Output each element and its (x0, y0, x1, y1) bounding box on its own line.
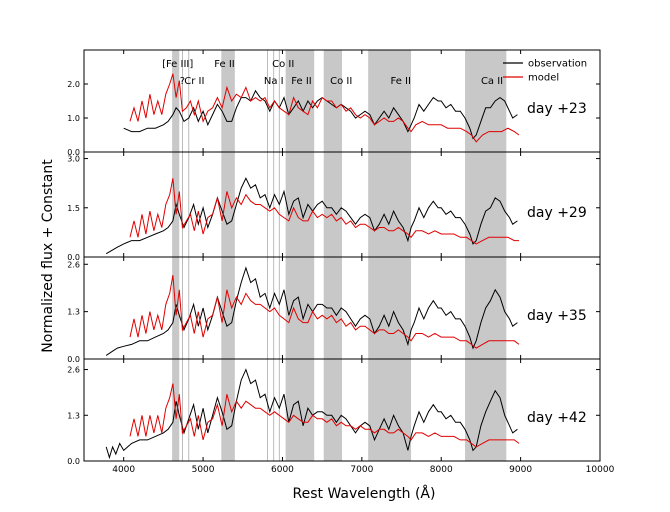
shaded-region-3-4 (368, 359, 412, 461)
xtick-label-4: 8000 (430, 465, 453, 475)
ytick-label-3-1: 1.3 (67, 411, 80, 420)
shaded-region-1-1 (221, 152, 235, 257)
series-model-0 (129, 73, 520, 143)
y-axis-title: Normalized flux + Constant (40, 159, 56, 353)
shaded-region-0-2 (285, 50, 315, 152)
ytick-label-3-2: 2.6 (67, 366, 80, 375)
xtick-label-1: 5000 (192, 465, 215, 475)
ytick-label-0-2: 2.0 (67, 80, 80, 89)
shaded-region-0-5 (465, 50, 507, 152)
ion-label-4: Co II (272, 59, 294, 70)
shaded-region-1-5 (465, 152, 507, 257)
ytick-label-2-2: 2.6 (67, 260, 80, 269)
xtick-label-5: 9000 (509, 465, 532, 475)
ytick-label-0-0: 0.0 (67, 148, 80, 157)
ytick-label-2-0: 0.0 (67, 355, 80, 364)
panel-day-label-0: day +23 (527, 101, 587, 117)
ytick-label-3-0: 0.0 (67, 457, 80, 466)
shaded-region-2-2 (285, 257, 315, 359)
ion-label-2: Cr II (184, 76, 204, 87)
ion-label-3: Fe II (214, 59, 234, 70)
series-model-3 (129, 383, 520, 448)
legend-label-1: model (528, 73, 559, 84)
xtick-label-2: 6000 (271, 465, 294, 475)
shaded-region-2-3 (323, 257, 342, 359)
shaded-region-2-4 (368, 257, 412, 359)
panel-day-label-3: day +42 (527, 410, 587, 426)
ytick-label-0-1: 1.0 (67, 114, 80, 123)
shaded-region-0-1 (221, 50, 235, 152)
legend-label-0: observation (528, 59, 587, 70)
series-model-2 (129, 275, 520, 349)
shaded-region-3-1 (221, 359, 235, 461)
shaded-region-1-4 (368, 152, 412, 257)
ytick-label-1-0: 0.0 (67, 253, 80, 262)
panel-day-label-1: day +29 (527, 205, 587, 221)
xtick-label-0: 4000 (112, 465, 135, 475)
shaded-region-0-3 (323, 50, 342, 152)
shaded-region-2-1 (221, 257, 235, 359)
panel-frame-3 (83, 358, 601, 462)
ytick-label-1-1: 1.5 (67, 204, 80, 213)
xtick-label-6: 10000 (586, 465, 615, 475)
panel-day-label-2: day +35 (527, 308, 587, 324)
ytick-label-2-1: 1.3 (67, 308, 80, 317)
shaded-region-0-0 (172, 50, 180, 152)
shaded-region-1-3 (323, 152, 342, 257)
series-model-1 (129, 178, 519, 245)
ion-label-1: ? (180, 76, 185, 87)
x-axis-title: Rest Wavelength (Å) (293, 485, 436, 502)
ion-label-9: Ca II (481, 76, 503, 87)
plot-layer: 0.0 1.0 2.0 day +23 0.0 1.5 3.0 day +29 0.0 1.3 2.… (67, 49, 615, 475)
xtick-label-3: 7000 (350, 465, 373, 475)
ion-label-6: Fe II (291, 76, 311, 87)
ion-label-5: Na I (264, 76, 284, 87)
ytick-label-1-2: 3.0 (67, 155, 80, 164)
shaded-region-3-3 (323, 359, 342, 461)
ion-label-7: Co II (330, 76, 352, 87)
shaded-region-0-4 (368, 50, 412, 152)
ion-label-0: [Fe III] (162, 59, 193, 70)
ion-label-8: Fe II (391, 76, 411, 87)
